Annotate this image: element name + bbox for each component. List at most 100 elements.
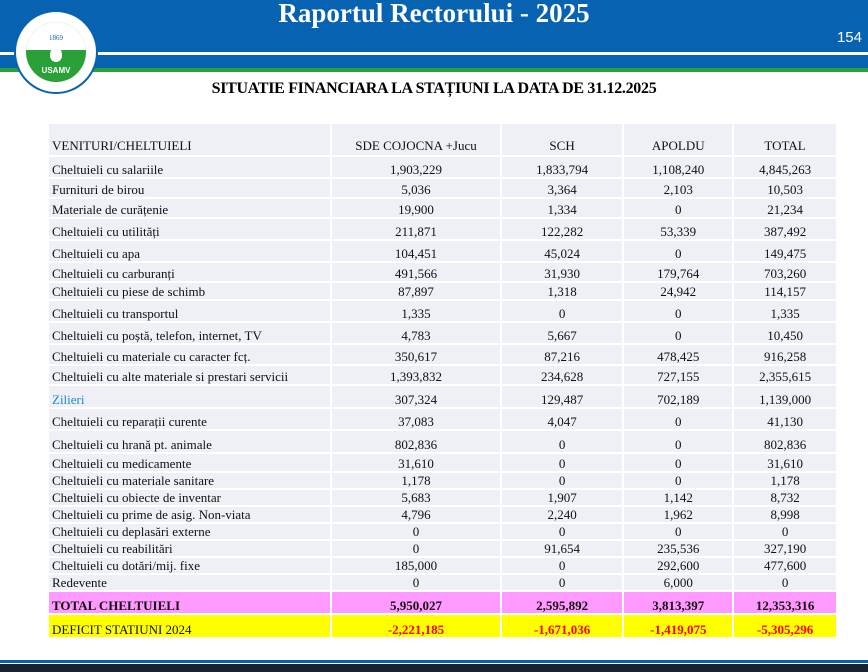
row-label: Cheltuieli cu materiale sanitare [46,471,333,490]
flame-icon [50,46,62,62]
value-cell: 53,339 [622,217,735,241]
row-label: Cheltuieli cu utilități [46,217,333,241]
value-cell: 0 [330,539,502,558]
financial-table: VENITURI/CHELTUIELI SDE COJOCNA +Jucu SCH A… [46,122,838,639]
value-cell: 3,364 [499,177,625,199]
row-label: Cheltuieli cu carburanți [46,261,333,283]
value-cell: 8,732 [732,488,838,507]
table-row: Cheltuieli cu poștă, telefon, internet, … [46,321,838,345]
value-cell: 235,536 [622,539,735,558]
value-cell: 0 [622,522,735,541]
value-cell: 802,836 [330,429,502,454]
value-cell: 0 [622,452,735,473]
total-value: 3,813,397 [622,590,735,615]
row-label: Materiale de curățenie [46,197,333,219]
table-row: Cheltuieli cu dotări/mij. fixe 185,000 0 29… [46,556,838,575]
row-label: Zilieri [46,384,333,409]
table-row: Cheltuieli cu apa 104,451 45,024 0 149,475 [46,239,838,263]
value-cell: 41,130 [732,407,838,431]
row-label: Furnituri de birou [46,177,333,199]
value-cell: 10,450 [732,321,838,345]
value-cell: 1,335 [732,299,838,323]
value-cell: 1,393,832 [330,364,502,386]
table-row: Cheltuieli cu salariile 1,903,229 1,833,79… [46,155,838,179]
value-cell: 0 [499,452,625,473]
value-cell: 327,190 [732,539,838,558]
value-cell: 0 [622,407,735,431]
value-cell: 0 [499,299,625,323]
row-label: Cheltuieli cu deplasări externe [46,522,333,541]
row-label: Cheltuieli cu piese de schimb [46,281,333,301]
value-cell: 31,930 [499,261,625,283]
value-cell: 8,998 [732,505,838,524]
value-cell: 1,334 [499,197,625,219]
value-cell: 2,103 [622,177,735,199]
value-cell: 1,907 [499,488,625,507]
row-label: Cheltuieli cu medicamente [46,452,333,473]
value-cell: 179,764 [622,261,735,283]
value-cell: 5,036 [330,177,502,199]
value-cell: 129,487 [499,384,625,409]
value-cell: 6,000 [622,573,735,592]
table-row: Furnituri de birou 5,036 3,364 2,103 10,503 [46,177,838,199]
row-label: Cheltuieli cu apa [46,239,333,263]
page-number: 154 [836,29,862,46]
value-cell: 0 [622,471,735,490]
value-cell: 1,318 [499,281,625,301]
report-title: Raportul Rectorului - 2025 [278,0,590,28]
table-row: Cheltuieli cu utilități 211,871 122,282 53,… [46,217,838,241]
row-label: Cheltuieli cu reparații curente [46,407,333,431]
value-cell: 1,335 [330,299,502,323]
footer-band [0,664,868,672]
deficit-label: DEFICIT STATIUNI 2024 [46,613,333,639]
value-cell: 114,157 [732,281,838,301]
deficit-row: DEFICIT STATIUNI 2024 -2,221,185 -1,671,03… [46,613,838,639]
value-cell: 387,492 [732,217,838,241]
table-row: Cheltuieli cu transportul 1,335 0 0 1,335 [46,299,838,323]
value-cell: 5,667 [499,321,625,345]
column-header: VENITURI/CHELTUIELI [46,122,333,157]
logo-text: USAMV [41,66,71,75]
usamv-logo: 1869 USAMV [14,10,98,94]
value-cell: 10,503 [732,177,838,199]
value-cell: 703,260 [732,261,838,283]
table-row: Cheltuieli cu piese de schimb 87,897 1,318… [46,281,838,301]
value-cell: 1,139,000 [732,384,838,409]
value-cell: 31,610 [330,452,502,473]
total-value: 5,950,027 [330,590,502,615]
value-cell: 31,610 [732,452,838,473]
value-cell: 477,600 [732,556,838,575]
value-cell: 91,654 [499,539,625,558]
table-row: Cheltuieli cu materiale sanitare 1,178 0 0 1… [46,471,838,490]
row-label: Redevente [46,573,333,592]
row-label: Cheltuieli cu obiecte de inventar [46,488,333,507]
value-cell: 727,155 [622,364,735,386]
row-label: Cheltuieli cu poștă, telefon, internet, … [46,321,333,345]
value-cell: 307,324 [330,384,502,409]
value-cell: 0 [330,573,502,592]
value-cell: 0 [499,429,625,454]
footer-line [0,660,868,663]
value-cell: 802,836 [732,429,838,454]
deficit-value: -1,419,075 [622,613,735,639]
total-label: TOTAL CHELTUIELI [46,590,333,615]
value-cell: 185,000 [330,556,502,575]
value-cell: 19,900 [330,197,502,219]
value-cell: 37,083 [330,407,502,431]
value-cell: 702,189 [622,384,735,409]
value-cell: 0 [622,299,735,323]
table-row: Materiale de curățenie 19,900 1,334 0 21,234 [46,197,838,219]
value-cell: 4,796 [330,505,502,524]
header-band [0,0,868,68]
column-header: APOLDU [622,122,735,157]
table-row: Redevente 0 0 6,000 0 [46,573,838,592]
logo-year: 1869 [49,34,63,42]
header-green-line [0,68,868,72]
column-header: SDE COJOCNA +Jucu [330,122,502,157]
value-cell: 24,942 [622,281,735,301]
value-cell: 0 [499,522,625,541]
value-cell: 0 [622,429,735,454]
value-cell: 1,178 [732,471,838,490]
value-cell: 1,108,240 [622,155,735,179]
table-row: Zilieri 307,324 129,487 702,189 1,139,000 [46,384,838,409]
